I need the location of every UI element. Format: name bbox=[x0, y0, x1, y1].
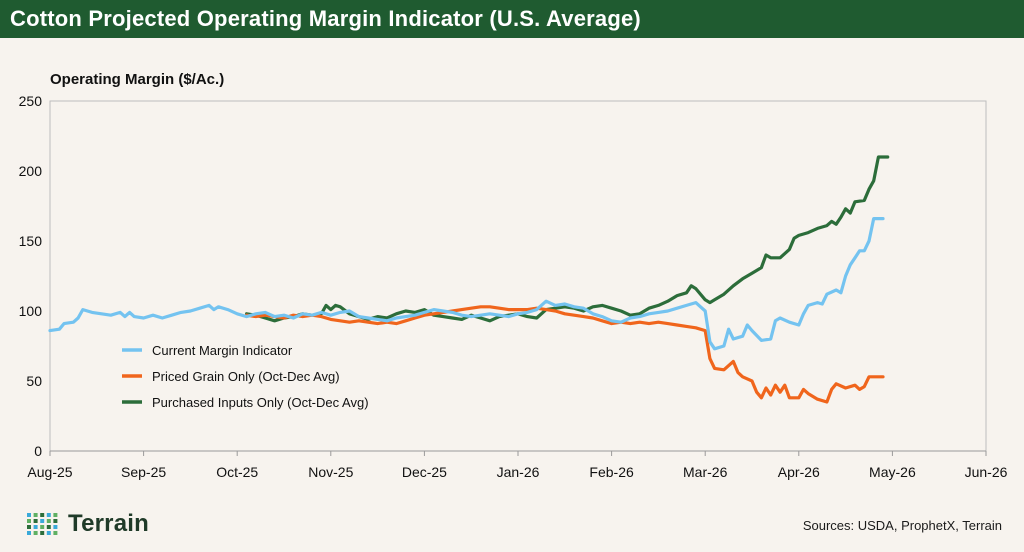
logo-dot bbox=[53, 531, 58, 535]
x-tick-label: Jan-26 bbox=[497, 464, 540, 480]
legend-label: Priced Grain Only (Oct-Dec Avg) bbox=[152, 369, 340, 384]
logo-dot bbox=[53, 513, 58, 517]
logo-dot bbox=[33, 513, 38, 517]
logo-dot bbox=[33, 525, 38, 529]
terrain-logo: Terrain bbox=[26, 508, 149, 540]
logo-dot bbox=[40, 513, 45, 517]
logo-text: Terrain bbox=[68, 510, 149, 537]
logo-dot bbox=[27, 519, 31, 523]
logo-dot bbox=[46, 519, 51, 523]
chart-title: Cotton Projected Operating Margin Indica… bbox=[10, 6, 641, 31]
x-tick-label: Feb-26 bbox=[589, 464, 634, 480]
logo-dot bbox=[40, 525, 45, 529]
y-tick-label: 100 bbox=[19, 303, 43, 319]
logo-dots-icon bbox=[27, 513, 58, 535]
x-tick-label: Apr-26 bbox=[778, 464, 820, 480]
x-tick-label: Mar-26 bbox=[683, 464, 728, 480]
logo-dot bbox=[40, 531, 45, 535]
y-axis-label: Operating Margin ($/Ac.) bbox=[50, 71, 224, 88]
x-tick-label: Oct-25 bbox=[216, 464, 258, 480]
logo-dot bbox=[46, 531, 51, 535]
title-bar: Cotton Projected Operating Margin Indica… bbox=[0, 0, 1024, 38]
x-tick-label: Dec-25 bbox=[402, 464, 447, 480]
y-tick-label: 250 bbox=[19, 93, 43, 109]
logo-dot bbox=[46, 513, 51, 517]
logo-dot bbox=[40, 519, 45, 523]
x-tick-label: Sep-25 bbox=[121, 464, 166, 480]
x-tick-label: May-26 bbox=[869, 464, 916, 480]
y-tick-label: 150 bbox=[19, 233, 43, 249]
y-tick-label: 50 bbox=[26, 373, 42, 389]
line-chart: Operating Margin ($/Ac.) 0 50 100 150 200 250 A… bbox=[19, 71, 1008, 480]
logo-dot bbox=[53, 519, 58, 523]
sources-note: Sources: USDA, ProphetX, Terrain bbox=[802, 518, 1002, 533]
legend-label: Purchased Inputs Only (Oct-Dec Avg) bbox=[152, 395, 369, 410]
current-margin-indicator-line bbox=[48, 217, 885, 351]
logo-dot bbox=[46, 525, 51, 529]
logo-dot bbox=[27, 513, 31, 517]
logo-dot bbox=[33, 519, 38, 523]
purchased-inputs-only-oct-dec-avg-line bbox=[245, 155, 890, 323]
priced-grain-only-oct-dec-avg-line bbox=[245, 305, 885, 404]
legend-label: Current Margin Indicator bbox=[152, 343, 293, 358]
y-tick-label: 0 bbox=[34, 443, 42, 459]
x-tick-label: Aug-25 bbox=[27, 464, 72, 480]
logo-dot bbox=[33, 531, 38, 535]
x-tick-label: Jun-26 bbox=[965, 464, 1008, 480]
x-tick-label: Nov-25 bbox=[308, 464, 353, 480]
logo-dot bbox=[53, 525, 58, 529]
logo-dot bbox=[27, 525, 31, 529]
chart-panel: Operating Margin ($/Ac.) 0 50 100 150 200 250 A… bbox=[12, 50, 1012, 500]
y-tick-label: 200 bbox=[19, 163, 43, 179]
logo-dot bbox=[27, 531, 31, 535]
